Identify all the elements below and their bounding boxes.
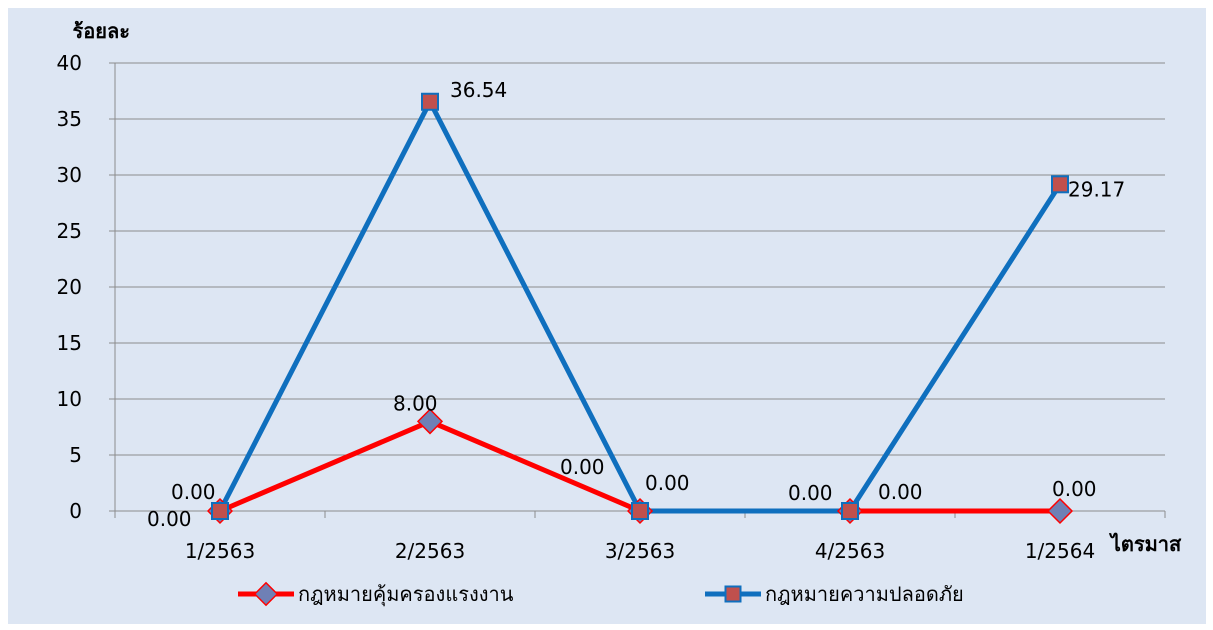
y-axis-title: ร้อยละ — [73, 19, 130, 43]
data-label: 0.00 — [171, 480, 216, 504]
y-tick-label: 40 — [57, 51, 82, 75]
legend: กฎหมายคุ้มครองแรงงาน กฎหมายความปลอดภัย — [238, 581, 964, 607]
x-tick-label: 1/2564 — [1025, 539, 1095, 563]
x-tick-label: 2/2563 — [395, 539, 465, 563]
series-2-marker — [631, 502, 649, 520]
series-line-2 — [217, 99, 1063, 514]
legend-item-2: กฎหมายความปลอดภัย — [705, 582, 964, 606]
data-label: 0.00 — [878, 480, 923, 504]
data-label: 36.54 — [450, 78, 507, 102]
gridlines — [115, 62, 1165, 456]
series-1-marker — [1046, 497, 1074, 525]
data-label: 8.00 — [393, 391, 438, 415]
series-line-1 — [217, 418, 1063, 514]
y-tick-label: 35 — [57, 107, 82, 131]
data-label: 0.00 — [560, 455, 605, 479]
y-tick-label: 10 — [57, 387, 82, 411]
series-2-marker — [1051, 175, 1069, 194]
legend-label: กฎหมายความปลอดภัย — [765, 582, 964, 606]
legend-swatch-marker — [724, 585, 742, 603]
chart-panel: 0 5 10 15 20 25 30 35 40 1/2563 2/2563 3/2563 4/256… — [8, 8, 1206, 624]
x-tick-label: 3/2563 — [605, 539, 675, 563]
axes — [109, 62, 1166, 518]
series-2-marker — [421, 92, 439, 111]
series-markers — [206, 92, 1074, 525]
data-label: 0.00 — [1052, 477, 1097, 501]
series-1-marker — [416, 408, 444, 435]
legend-item-1: กฎหมายคุ้มครองแรงงาน — [238, 581, 514, 607]
y-tick-label: 25 — [57, 219, 82, 243]
data-label: 0.00 — [645, 471, 690, 495]
y-tick-label: 15 — [57, 331, 82, 355]
series-lines — [217, 99, 1063, 514]
y-tick-label: 0 — [69, 499, 82, 523]
y-tick-label: 20 — [57, 275, 82, 299]
data-label: 0.00 — [147, 507, 192, 531]
legend-label: กฎหมายคุ้มครองแรงงาน — [298, 582, 514, 607]
x-tick-label: 4/2563 — [815, 539, 885, 563]
line-chart: 0 5 10 15 20 25 30 35 40 1/2563 2/2563 3/2563 4/256… — [57, 19, 1182, 607]
series-2-marker — [211, 502, 229, 520]
y-tick-label: 30 — [57, 163, 82, 187]
x-tick-label: 1/2563 — [185, 539, 255, 563]
legend-swatch-marker — [253, 581, 279, 607]
data-label: 29.17 — [1068, 177, 1125, 201]
y-tick-label: 5 — [69, 443, 82, 467]
series-2-marker — [841, 502, 859, 520]
y-tick-labels: 0 5 10 15 20 25 30 35 40 — [57, 51, 82, 523]
x-axis-title: ไตรมาส — [1109, 532, 1182, 556]
data-label: 0.00 — [788, 481, 833, 505]
x-tick-labels: 1/2563 2/2563 3/2563 4/2563 1/2564 — [185, 539, 1095, 563]
data-labels: 0.00 8.00 0.00 0.00 0.00 0.00 36.54 0.00 0.00 29.… — [147, 78, 1125, 531]
